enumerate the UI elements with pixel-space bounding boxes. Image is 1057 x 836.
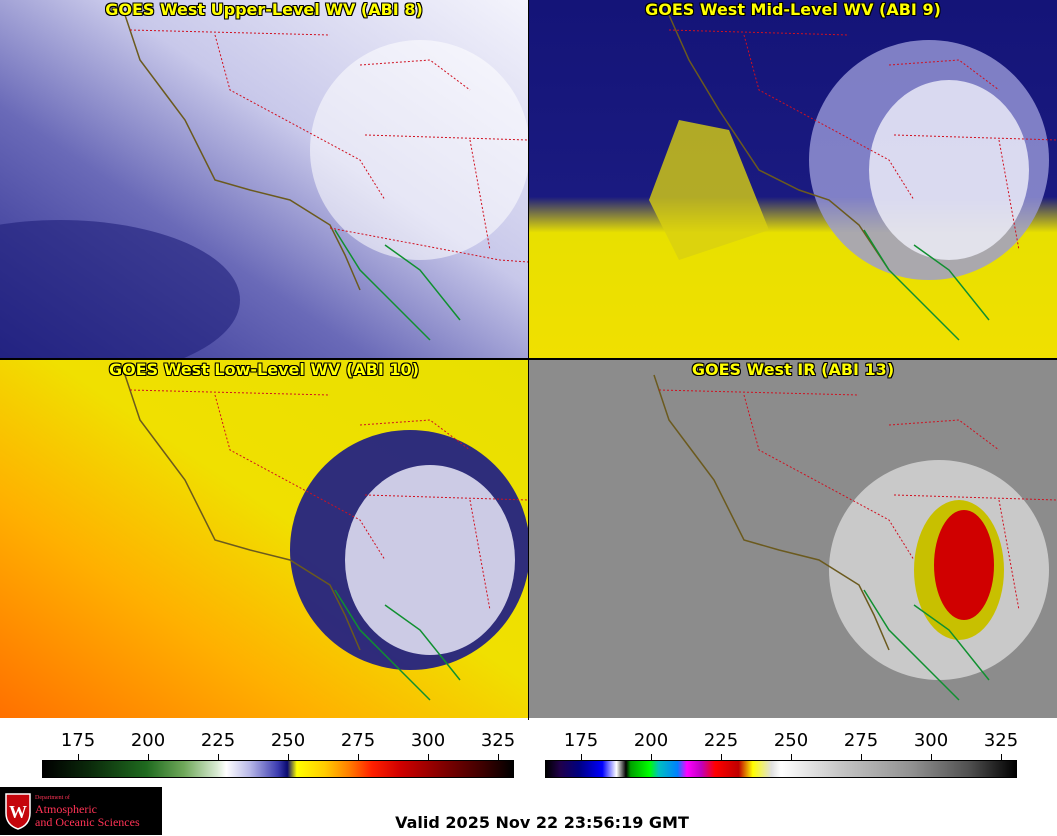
- mid-level-wv-image: [529, 0, 1057, 358]
- colorbar-tick: 175: [563, 730, 599, 751]
- colorbar-tick: 175: [60, 730, 96, 751]
- colorbar-tick: 325: [480, 730, 516, 751]
- ir-panel: GOES West IR (ABI 13): [529, 360, 1057, 718]
- upper-level-wv-panel: GOES West Upper-Level WV (ABI 8): [0, 0, 528, 358]
- colorbar-tick: 300: [410, 730, 446, 751]
- panel-title: GOES West Low-Level WV (ABI 10): [108, 360, 419, 379]
- panel-divider-horizontal: [0, 358, 1057, 360]
- colorbar-tick: 325: [983, 730, 1019, 751]
- wv-colorbar-gradient: [42, 760, 514, 778]
- logo-line1: Atmospheric: [35, 802, 97, 816]
- low-level-wv-image: [0, 360, 528, 718]
- colorbar-tick: 200: [130, 730, 166, 751]
- mid-level-wv-panel: GOES West Mid-Level WV (ABI 9): [529, 0, 1057, 358]
- panel-divider-vertical: [528, 0, 529, 720]
- colorbar-tick: 275: [843, 730, 879, 751]
- logo-line2: and Oceanic Sciences: [35, 815, 140, 829]
- colorbar-tick: 225: [200, 730, 236, 751]
- panel-title: GOES West Upper-Level WV (ABI 8): [105, 0, 423, 19]
- colorbar-tick: 225: [703, 730, 739, 751]
- logo-dept: Department of: [35, 795, 70, 801]
- ir-colorbar-gradient: [545, 760, 1017, 778]
- panel-title: GOES West IR (ABI 13): [691, 360, 895, 379]
- upper-level-wv-image: [0, 0, 528, 358]
- colorbar-tick: 250: [270, 730, 306, 751]
- valid-time: Valid 2025 Nov 22 23:56:19 GMT: [395, 813, 689, 832]
- ir-image: [529, 360, 1057, 718]
- colorbar-tick: 275: [340, 730, 376, 751]
- colorbar-tick: 250: [773, 730, 809, 751]
- low-level-wv-panel: GOES West Low-Level WV (ABI 10): [0, 360, 528, 718]
- colorbar-tick: 300: [913, 730, 949, 751]
- ir-colorbar: 175 200 225 250 275 300 325: [545, 722, 1019, 780]
- aos-logo: W Department of Atmospheric and Oceanic …: [0, 787, 162, 835]
- uw-crest-icon: W: [5, 793, 31, 830]
- panel-title: GOES West Mid-Level WV (ABI 9): [645, 0, 941, 19]
- wv-colorbar: 175 200 225 250 275 300 325: [42, 722, 516, 780]
- crest-letter: W: [9, 802, 27, 822]
- colorbar-tick: 200: [633, 730, 669, 751]
